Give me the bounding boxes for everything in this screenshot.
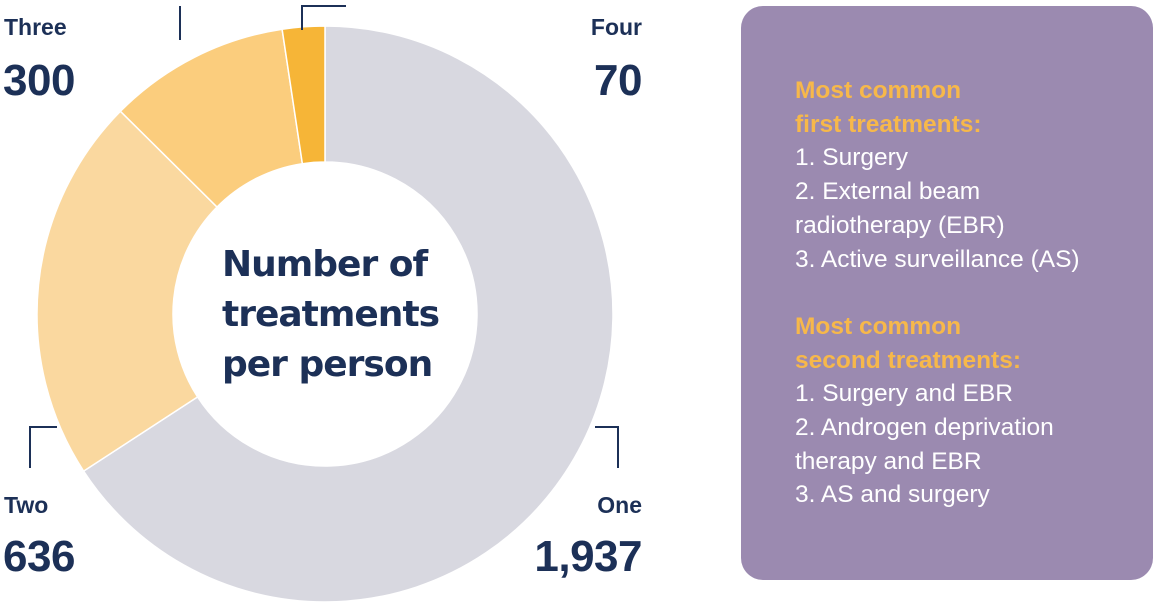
second-treatment-item: therapy and EBR [795, 447, 982, 475]
section-spacer [795, 276, 1080, 310]
slice-value-four: 70 [594, 56, 642, 105]
first-treatment-item: 3. Active surveillance (AS) [795, 245, 1080, 273]
leader-line-four [301, 5, 346, 30]
second-treatments-heading: Most common [795, 312, 962, 340]
chart-center-title: Number of treatments per person [222, 240, 462, 390]
slice-label-four: Four [590, 14, 642, 40]
second-treatment-item: 3. AS and surgery [795, 481, 990, 509]
first-treatments-heading: Most common [795, 77, 962, 104]
slice-value-two: 636 [3, 532, 75, 581]
donut-slice-one [82, 25, 614, 603]
leader-line-two [29, 426, 57, 468]
second-treatment-item: 1. Surgery and EBR [795, 380, 1013, 408]
first-treatment-item: 2. External beam [795, 178, 981, 206]
donut-slice-two [36, 110, 219, 473]
first-treatment-item: radiotherapy (EBR) [795, 211, 1005, 239]
center-title-line: Number of [222, 244, 428, 285]
second-treatments-heading: second treatments: [795, 346, 1022, 374]
donut-chart [29, 5, 619, 603]
donut-slices [36, 25, 614, 603]
slice-value-three: 300 [3, 56, 75, 105]
first-treatments-heading: first treatments: [795, 110, 982, 138]
first-treatment-item: 1. Surgery [795, 144, 909, 172]
treatments-info-panel: Most common first treatments: 1. Surgery… [741, 6, 1153, 580]
center-title-line: per person [222, 344, 433, 385]
donut-slice-four [281, 25, 326, 165]
panel-content: Most common first treatments: 1. Surgery… [795, 74, 1080, 512]
slice-label-three: Three [4, 14, 67, 40]
slice-label-two: Two [4, 492, 49, 518]
second-treatment-item: 2. Androgen deprivation [795, 414, 1054, 442]
center-title-line: treatments [222, 294, 440, 335]
leader-lines [29, 5, 619, 468]
leader-line-one [595, 426, 619, 468]
slice-value-one: 1,937 [534, 532, 642, 581]
slice-label-one: One [597, 492, 642, 518]
